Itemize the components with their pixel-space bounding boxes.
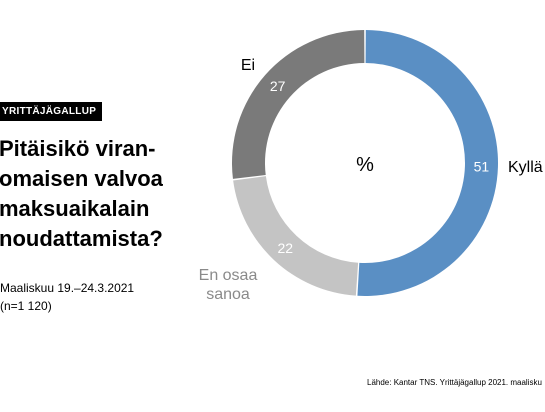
value-label-2: 22 [277,240,293,256]
survey-badge: YRITTÄJÄGALLUP [0,102,103,121]
chart-title: Pitäisikö viran- omaisen valvoa maksuaik… [0,136,163,251]
source-note: Lähde: Kantar TNS. Yrittäjägallup 2021. … [367,378,542,387]
value-label-1: 51 [474,159,490,175]
value-label-3: 27 [270,78,286,94]
center-label: % [356,154,374,176]
slice-3 [232,30,365,179]
slice-2 [233,176,359,296]
category-label-2: En osaa sanoa [199,267,258,303]
slice-1 [357,30,498,297]
survey-date: Maaliskuu 19.–24.3.2021 (n=1 120) [0,281,135,313]
category-label-1: Kyllä [508,159,543,176]
category-label-3: Ei [241,57,255,74]
